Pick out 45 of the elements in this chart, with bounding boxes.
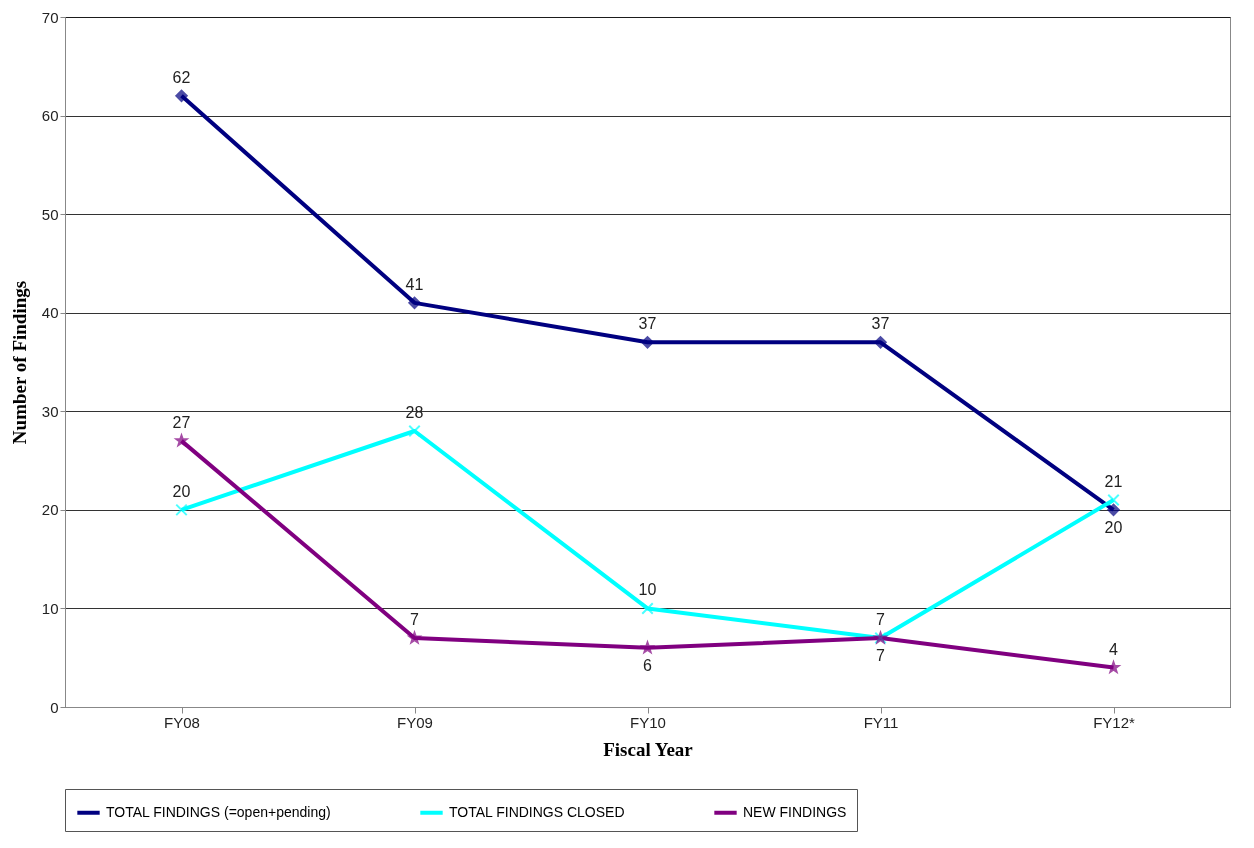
data-label: 7 bbox=[876, 611, 886, 628]
legend-label: TOTAL FINDINGS CLOSED bbox=[449, 803, 625, 820]
data-label: 27 bbox=[172, 413, 191, 431]
data-label: 37 bbox=[638, 315, 657, 333]
data-label: 6 bbox=[643, 656, 653, 674]
point bbox=[874, 336, 887, 349]
data-label: 20 bbox=[1104, 518, 1123, 536]
legend-label: NEW FINDINGS bbox=[743, 803, 847, 820]
data-label: 37 bbox=[871, 315, 890, 333]
y-tick-label: 50 bbox=[41, 205, 59, 223]
x-tick-label: FY10 bbox=[630, 713, 666, 731]
point bbox=[408, 296, 421, 310]
y-tick-label: 20 bbox=[41, 501, 59, 519]
x-tick-label: FY11 bbox=[863, 713, 899, 731]
legend-label: TOTAL FINDINGS (=open+pending) bbox=[106, 803, 331, 820]
x-tick-label: FY09 bbox=[397, 713, 433, 731]
point bbox=[175, 503, 188, 517]
point bbox=[641, 602, 654, 615]
data-label: 7 bbox=[410, 611, 420, 628]
point bbox=[1107, 493, 1120, 507]
y-tick-label: 0 bbox=[50, 698, 59, 716]
y-axis-title: Number of Findings bbox=[8, 280, 30, 445]
point bbox=[408, 424, 421, 438]
x-axis-title: Fiscal Year bbox=[603, 738, 694, 760]
data-label: 10 bbox=[638, 581, 657, 599]
data-label: 20 bbox=[172, 482, 191, 500]
data-label: 7 bbox=[876, 647, 886, 664]
point bbox=[1107, 659, 1122, 675]
point bbox=[175, 89, 188, 103]
point bbox=[640, 639, 655, 655]
point bbox=[173, 432, 190, 448]
x-tick-label: FY12* bbox=[1093, 713, 1135, 731]
y-tick-label: 60 bbox=[41, 107, 59, 125]
y-tick-label: 40 bbox=[41, 304, 59, 322]
y-tick-label: 10 bbox=[41, 599, 59, 617]
point bbox=[1107, 503, 1120, 517]
data-label: 4 bbox=[1109, 640, 1119, 658]
y-tick-label: 30 bbox=[41, 402, 59, 420]
point bbox=[406, 630, 423, 645]
data-label: 21 bbox=[1104, 473, 1123, 490]
y-tick-label: 70 bbox=[41, 8, 59, 26]
data-label: 62 bbox=[172, 68, 191, 86]
point bbox=[641, 336, 654, 349]
x-tick-label: FY08 bbox=[164, 713, 200, 731]
data-label: 41 bbox=[405, 275, 424, 293]
